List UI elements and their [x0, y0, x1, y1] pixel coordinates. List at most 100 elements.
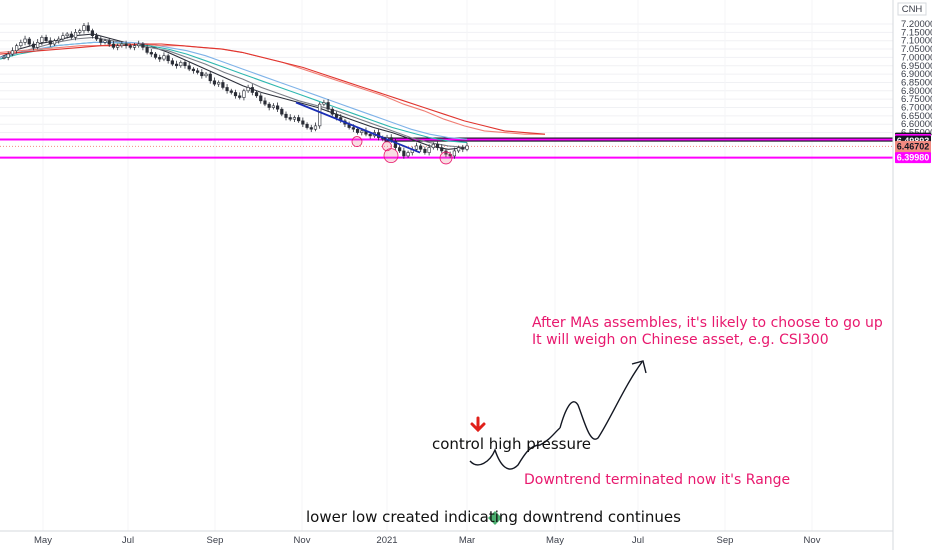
candle-body: [200, 72, 204, 77]
low-marker-circle: [439, 151, 453, 165]
x-tick-label: May: [546, 535, 564, 546]
candle-body: [23, 38, 27, 43]
moving-average-line: [0, 33, 468, 150]
x-tick-label: 2021: [376, 535, 397, 546]
x-axis: May Jul Sep Nov 2021 Mar May Jul Sep Nov: [0, 530, 893, 546]
candle-body: [141, 43, 145, 48]
price-tags: 6.516896.508456.498936.4670206:02:256.39…: [895, 132, 931, 164]
candle-body: [275, 105, 280, 110]
candle-body: [204, 73, 208, 77]
y-tick-label: 6.85000: [901, 77, 932, 88]
candle-body: [322, 102, 326, 105]
y-tick-label: 7.15000: [901, 27, 932, 38]
candle-body: [238, 95, 242, 98]
down-arrow-icon: [470, 416, 486, 433]
candle-body: [313, 125, 318, 130]
y-tick-label: 7.20000: [901, 19, 932, 30]
candle-body: [233, 92, 238, 97]
candle-body: [259, 95, 263, 102]
candle-body: [153, 53, 158, 58]
x-tick-label: Jul: [122, 535, 134, 546]
candle-body: [120, 43, 124, 47]
moving-averages: [0, 33, 546, 150]
horizontal-levels: [0, 137, 893, 159]
candle-body: [465, 145, 469, 150]
candle-body: [427, 147, 431, 153]
y-tick-label: 6.65000: [901, 111, 932, 122]
x-tick-label: Jul: [632, 535, 644, 546]
candle-body: [40, 37, 44, 43]
candle-body: [183, 62, 187, 67]
candle-body: [250, 87, 254, 93]
projection-path-upper: [559, 361, 643, 440]
candle-body: [402, 150, 406, 157]
candle-body: [355, 128, 360, 133]
diamond-marker-icon: [488, 511, 502, 525]
x-tick-label: Sep: [207, 535, 224, 546]
candle-body: [162, 55, 166, 60]
candle-body: [271, 105, 275, 108]
price-tag: [895, 152, 931, 164]
candle-body: [15, 45, 19, 52]
candle-body: [27, 38, 31, 45]
candle-body: [305, 123, 309, 128]
candle-body: [221, 82, 225, 88]
moving-average-line: [0, 43, 546, 135]
candle-body: [393, 140, 398, 148]
candle-body: [132, 45, 137, 48]
candle-body: [297, 117, 301, 122]
candle-body: [191, 68, 196, 72]
candle-body: [267, 103, 271, 108]
candle-body: [435, 143, 440, 148]
candle-body: [242, 90, 246, 98]
moving-average-line: [0, 41, 468, 140]
symbol-badge: CNH: [897, 2, 927, 16]
candle-body: [225, 87, 229, 92]
candle-body: [263, 100, 267, 105]
candle-body: [69, 33, 73, 38]
x-tick-label: Mar: [459, 535, 475, 546]
candle-body: [116, 45, 120, 48]
candle-body: [10, 50, 15, 55]
candle-body: [423, 148, 427, 153]
candle-body: [452, 150, 456, 157]
candle-body: [179, 62, 183, 67]
annotation-after-mas-line2: It will weigh on Chinese asset, e.g. CSI…: [532, 332, 829, 348]
y-axis[interactable]: 7.200007.150007.100007.050007.000006.950…: [892, 0, 932, 550]
y-tick-label: 7.05000: [901, 44, 932, 55]
candle-body: [330, 108, 334, 115]
candle-body: [217, 82, 221, 85]
candle-body: [145, 47, 149, 53]
candle-body: [137, 43, 141, 47]
candle-body: [398, 147, 402, 152]
price-tag-label: 6.46702: [897, 141, 930, 151]
annotation-after-mas-line1: After MAs assembles, it's likely to choo…: [532, 315, 883, 331]
candle-body: [318, 103, 322, 127]
candle-body: [149, 52, 153, 55]
candle-body: [170, 60, 174, 65]
candle-body: [301, 120, 305, 125]
candle-body: [19, 42, 23, 47]
candle-body: [86, 25, 90, 31]
candle-body: [284, 113, 288, 118]
candle-body: [431, 143, 435, 148]
y-tick-label: 7.00000: [901, 52, 932, 63]
x-tick-label: Nov: [804, 535, 821, 546]
candle-body: [90, 30, 94, 36]
candle-body: [351, 127, 355, 130]
candle-body: [208, 73, 212, 82]
y-tick-label: 6.90000: [901, 69, 932, 80]
low-marker-circle: [383, 148, 399, 163]
candle-body: [288, 117, 292, 120]
annotation-lower-low: lower low created indicating downtrend c…: [306, 508, 681, 526]
candle-body: [31, 43, 36, 48]
moving-average-line: [0, 36, 468, 149]
candle-body: [174, 63, 179, 67]
candle-body: [246, 87, 250, 92]
projection-path-lower: [469, 427, 561, 470]
downtrend-line: [295, 101, 421, 154]
y-tick-label: 6.60000: [901, 119, 932, 130]
candle-body: [36, 42, 40, 48]
